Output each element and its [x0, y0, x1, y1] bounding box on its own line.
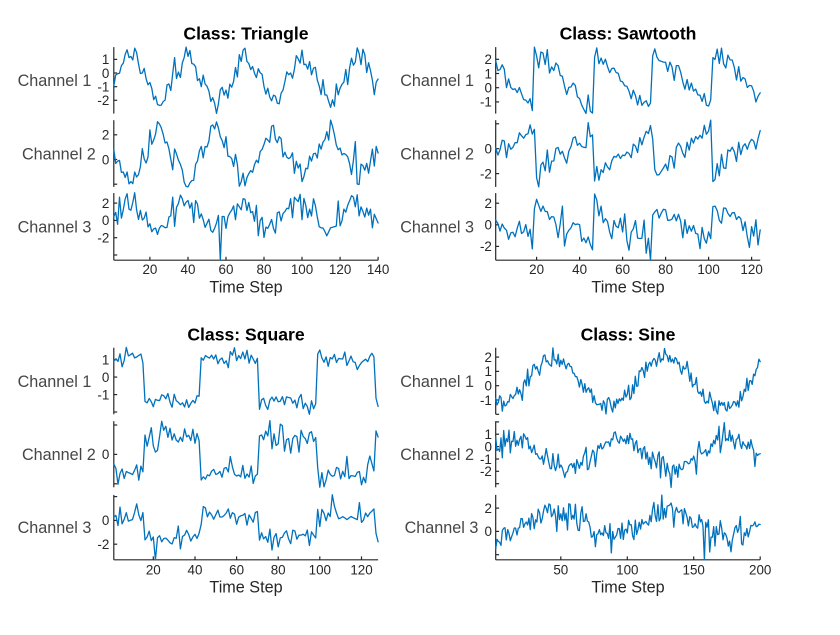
svg-text:100: 100	[697, 262, 719, 277]
svg-text:20: 20	[142, 262, 157, 277]
svg-text:-1: -1	[480, 452, 492, 467]
svg-text:60: 60	[229, 563, 244, 578]
svg-text:40: 40	[181, 262, 196, 277]
svg-text:Channel 2: Channel 2	[22, 446, 96, 464]
svg-text:Channel 2: Channel 2	[400, 446, 474, 464]
svg-text:20: 20	[146, 563, 161, 578]
svg-text:2: 2	[102, 196, 109, 211]
svg-text:-2: -2	[97, 231, 109, 246]
svg-text:Channel 3: Channel 3	[405, 519, 479, 537]
svg-text:Class: Sine: Class: Sine	[581, 325, 676, 345]
svg-text:1: 1	[484, 364, 491, 379]
svg-text:80: 80	[658, 262, 673, 277]
svg-text:-2: -2	[97, 537, 109, 552]
svg-text:100: 100	[309, 563, 331, 578]
svg-text:120: 120	[740, 262, 762, 277]
svg-text:Time Step: Time Step	[209, 579, 282, 597]
svg-text:Channel 3: Channel 3	[18, 218, 92, 236]
svg-text:100: 100	[291, 262, 313, 277]
svg-text:80: 80	[257, 262, 272, 277]
svg-text:0: 0	[484, 81, 491, 96]
svg-text:1: 1	[102, 353, 109, 368]
svg-text:Time Step: Time Step	[209, 278, 282, 296]
svg-text:200: 200	[749, 563, 771, 578]
svg-text:0: 0	[484, 218, 491, 233]
svg-text:2: 2	[484, 350, 491, 365]
svg-text:140: 140	[367, 262, 389, 277]
svg-text:100: 100	[616, 563, 638, 578]
svg-text:Channel 1: Channel 1	[400, 373, 474, 391]
svg-text:1: 1	[102, 52, 109, 67]
svg-text:2: 2	[484, 196, 491, 211]
svg-text:0: 0	[484, 379, 491, 394]
svg-text:60: 60	[615, 262, 630, 277]
svg-text:120: 120	[329, 262, 351, 277]
svg-text:1: 1	[484, 427, 491, 442]
svg-text:Class: Square: Class: Square	[187, 325, 305, 345]
svg-text:0: 0	[102, 370, 109, 385]
svg-text:40: 40	[188, 563, 203, 578]
svg-text:-1: -1	[480, 95, 492, 110]
svg-text:Class: Sawtooth: Class: Sawtooth	[560, 23, 697, 43]
svg-text:2: 2	[484, 501, 491, 516]
svg-text:-2: -2	[480, 239, 492, 254]
svg-text:Channel 1: Channel 1	[18, 72, 92, 90]
svg-text:120: 120	[350, 563, 372, 578]
svg-text:-2: -2	[480, 464, 492, 479]
svg-text:-2: -2	[480, 166, 492, 181]
svg-text:Channel 3: Channel 3	[18, 519, 92, 537]
svg-text:Time Step: Time Step	[591, 278, 664, 296]
svg-text:1: 1	[484, 66, 491, 81]
svg-text:Class: Triangle: Class: Triangle	[183, 23, 308, 43]
svg-text:Channel 2: Channel 2	[400, 145, 474, 163]
svg-text:Channel 2: Channel 2	[22, 145, 96, 163]
svg-text:2: 2	[484, 52, 491, 67]
svg-text:0: 0	[102, 213, 109, 228]
svg-text:60: 60	[219, 262, 234, 277]
svg-text:0: 0	[102, 152, 109, 167]
svg-text:40: 40	[572, 262, 587, 277]
svg-text:Time Step: Time Step	[591, 579, 664, 597]
svg-text:0: 0	[484, 142, 491, 157]
svg-text:-1: -1	[97, 80, 109, 95]
svg-text:Channel 1: Channel 1	[18, 373, 92, 391]
svg-text:0: 0	[102, 66, 109, 81]
svg-text:Channel 3: Channel 3	[400, 218, 474, 236]
svg-text:0: 0	[102, 447, 109, 462]
svg-text:0: 0	[484, 524, 491, 539]
svg-text:Channel 1: Channel 1	[400, 72, 474, 90]
svg-text:-1: -1	[97, 387, 109, 402]
svg-text:50: 50	[553, 563, 568, 578]
svg-text:0: 0	[484, 439, 491, 454]
svg-text:-1: -1	[480, 393, 492, 408]
svg-text:2: 2	[102, 128, 109, 143]
svg-text:150: 150	[683, 563, 705, 578]
svg-text:0: 0	[102, 513, 109, 528]
svg-text:20: 20	[529, 262, 544, 277]
svg-text:-2: -2	[97, 93, 109, 108]
svg-text:80: 80	[271, 563, 286, 578]
